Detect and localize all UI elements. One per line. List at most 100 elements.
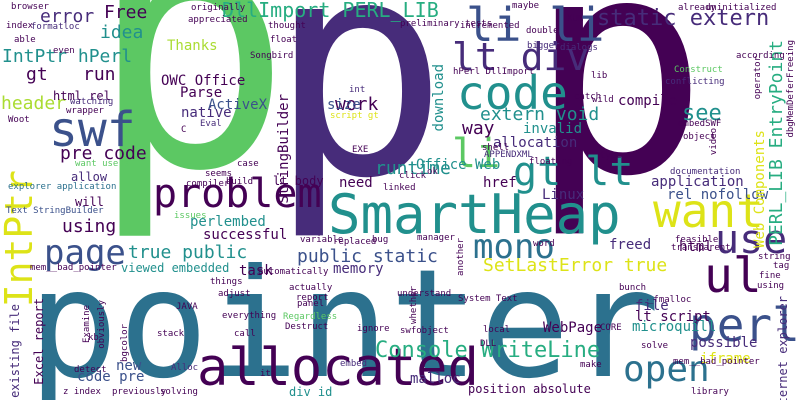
word-incremented: incremented — [460, 21, 520, 31]
word-call: call — [234, 329, 256, 339]
word-download: download — [431, 64, 447, 132]
word-text-stringbuilder: Text StringBuilder — [6, 206, 104, 216]
word-explorer-application: explorer application — [8, 182, 117, 192]
word-microquill: microquill — [632, 319, 717, 335]
word-int: int — [349, 85, 366, 95]
word-extern-void: extern void — [480, 104, 600, 125]
word-swf: swf — [49, 102, 136, 158]
word-click: click — [399, 171, 427, 181]
word-intptr-hperl: IntPtr hPerl — [2, 46, 133, 67]
word-linux: Linux — [542, 187, 585, 203]
word-problem: problem — [153, 171, 322, 217]
word-embed: embed — [340, 359, 368, 369]
word-way: way — [462, 118, 495, 139]
word-actually: actually — [289, 283, 333, 293]
word-ul: ul — [704, 248, 762, 304]
word-panel: panel — [297, 299, 325, 309]
word-conflicting: conflicting — [665, 77, 725, 87]
word-ita: ita — [260, 369, 277, 379]
word-regardless: Regardless — [283, 312, 338, 322]
word-replaced: replaced — [333, 237, 377, 247]
word-activex: ActiveX — [208, 97, 268, 113]
word-object: object — [683, 132, 716, 142]
word-dllimport-perl-lib: DllImport PERL_LIB — [222, 0, 439, 22]
word-parse: Parse — [180, 85, 223, 101]
word-excel-report: Excel report — [32, 298, 46, 385]
word-uninitialized: uninitialized — [706, 3, 777, 13]
word-work: work — [335, 94, 379, 115]
word-even: even — [53, 46, 75, 56]
word-shell: shell — [482, 143, 510, 153]
word-allocation: allocation — [493, 135, 578, 151]
word-will: will — [75, 195, 104, 209]
word-previously: previously — [112, 387, 167, 397]
word-page: page — [44, 233, 126, 273]
word-free: Free — [104, 2, 148, 23]
word-rel-nofollow: rel nofollow — [667, 187, 769, 203]
word-console-writeline: Console WriteLine — [375, 338, 601, 363]
word-wrapper: wrapper — [66, 106, 104, 116]
word-transparent: transparent — [671, 243, 731, 253]
word-make: make — [580, 360, 602, 370]
word-manager: manager — [417, 233, 455, 243]
word-native: native — [181, 105, 232, 121]
word-woot: Woot — [8, 115, 30, 125]
word-code-pre: code pre — [77, 369, 145, 385]
word-wild: wild — [592, 95, 614, 105]
word-using: using — [757, 281, 785, 291]
word-html: html — [679, 239, 713, 255]
word-gt: gt — [26, 64, 48, 85]
word-gt-lt: gt lt — [513, 149, 634, 195]
word-want: want — [653, 184, 764, 238]
word-thanks: Thanks — [167, 38, 218, 54]
word-hperl-dllimport: hPerl DllImport — [453, 67, 535, 77]
word-build: build — [226, 177, 254, 187]
word-ignore: ignore — [357, 324, 390, 334]
word-lt-body: lt body — [273, 174, 324, 188]
word-bgcolor: bgcolor — [120, 324, 130, 362]
word-bigger: bigger — [527, 41, 560, 51]
word-compiler: compiler — [186, 179, 230, 189]
word-floating: floating — [529, 157, 573, 167]
word-pre-code: pre code — [60, 143, 147, 164]
word-solve: solve — [641, 341, 669, 351]
word-fmalloc: _fmalloc — [648, 295, 692, 305]
word-formatloc: formatloc — [31, 22, 80, 32]
word-according: according — [736, 51, 785, 61]
word-another: another — [456, 238, 466, 276]
word-kb: kb — [88, 333, 99, 343]
word-appendxml: APPENDXML — [484, 150, 533, 160]
word-songbird: Songbird — [250, 51, 294, 61]
word-perl-lib-entrypoint: PERL_LIB EntryPoint — [766, 40, 787, 246]
word-feasible: feasible — [675, 235, 719, 245]
word-dialogs: dialogs — [560, 43, 598, 53]
word-watching: watching — [70, 97, 114, 107]
word-eval: Eval — [200, 119, 222, 129]
word-library: library — [691, 387, 729, 397]
word-linked: linked — [383, 183, 416, 193]
word-automatically: automatically — [258, 267, 329, 277]
word-system-text: System Text — [458, 294, 518, 304]
word-div-id: div id — [289, 385, 333, 399]
word-office-web: Office Web — [416, 157, 501, 173]
word-iframe: iframe — [700, 351, 751, 367]
word-owc-office: OWC Office — [161, 73, 246, 89]
word-p-middle: p — [268, 0, 449, 244]
word-idea: idea — [100, 22, 144, 43]
word-ok: ok — [427, 167, 438, 177]
word-exe: EXE — [352, 145, 369, 155]
word-smartheap: SmartHeap — [328, 183, 621, 246]
word-allow: allow — [71, 170, 108, 184]
word-memory: memory — [333, 261, 384, 277]
word-everything: everything — [222, 311, 277, 321]
word-alloc: Alloc — [171, 363, 199, 373]
word-type: type — [600, 151, 622, 161]
word-word: word — [533, 239, 555, 249]
word-viewed-embedded: viewed embedded — [121, 261, 230, 275]
word-lt-script: lt script — [635, 309, 711, 325]
word-want-users: want users — [75, 159, 130, 169]
word-dbgmendeferfreeing: dbgMemDeferFreeing — [786, 40, 796, 138]
word-variable: variable — [300, 235, 344, 245]
word-malloc: malloc — [410, 371, 461, 387]
word-double: double — [526, 26, 559, 36]
